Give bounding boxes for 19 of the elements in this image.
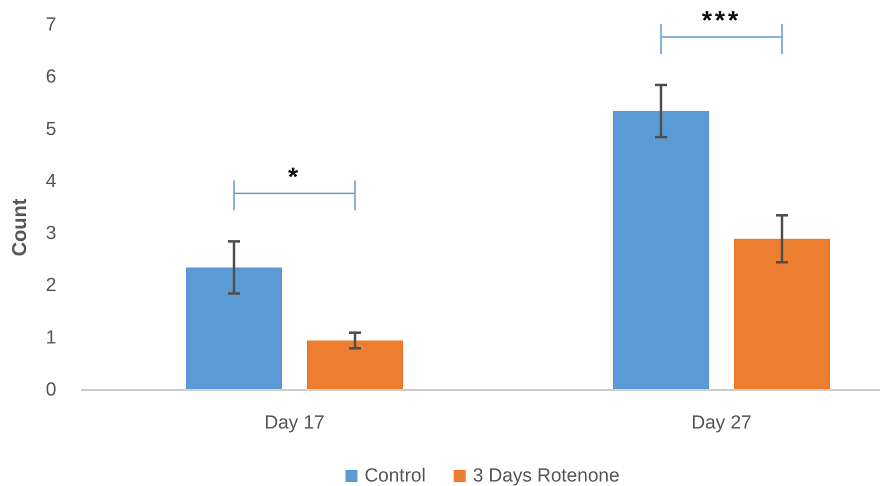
y-axis-title: Count [9, 198, 31, 256]
bar [734, 238, 830, 390]
y-tick-label: 7 [46, 14, 56, 36]
legend-label: 3 Days Rotenone [472, 466, 620, 486]
annotation: *** [702, 4, 742, 35]
annotation: * [288, 161, 302, 192]
y-tick-label: 2 [46, 275, 56, 296]
bar [307, 340, 403, 390]
legend-label: Control [364, 466, 426, 486]
bar [613, 111, 709, 390]
y-tick-label: 3 [46, 223, 56, 244]
y-tick-label: 5 [46, 118, 56, 140]
x-tick-label: Day 17 [264, 412, 325, 434]
x-tick-label: Day 27 [691, 412, 752, 434]
y-tick-label: 4 [46, 170, 57, 192]
y-tick-label: 0 [46, 380, 56, 400]
y-tick-label: 6 [46, 66, 56, 88]
y-tick-label: 1 [46, 327, 56, 348]
bar [186, 267, 282, 390]
